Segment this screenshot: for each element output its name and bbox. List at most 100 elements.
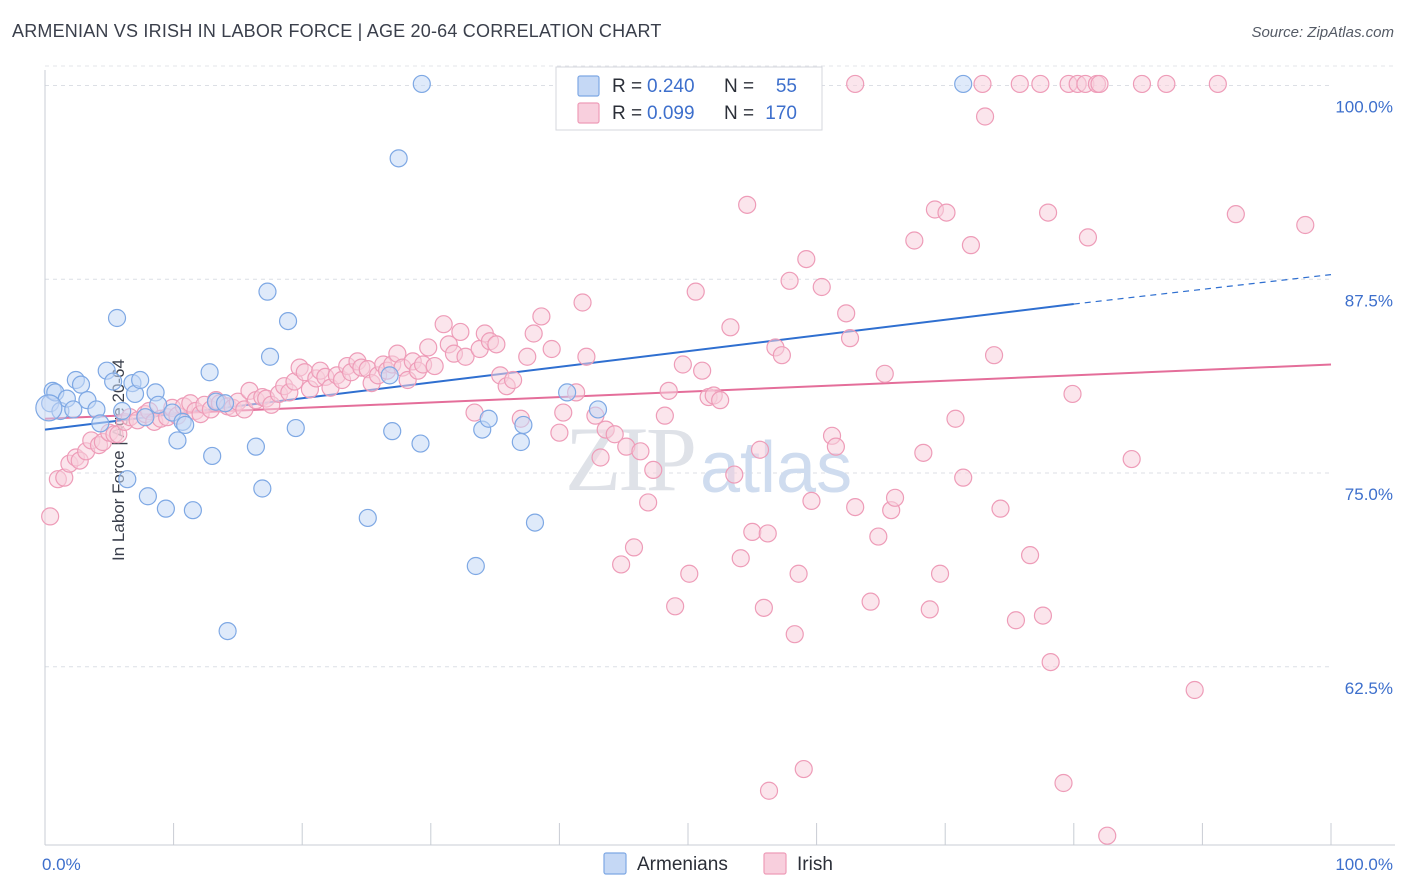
y-tick-labels: 62.5% 75.0% 87.5% 100.0% [1335, 98, 1393, 698]
y-tick-label: 62.5% [1345, 679, 1393, 698]
bottom-legend-label-irish: Irish [797, 854, 833, 875]
armenians-point [149, 395, 168, 414]
bottom-legend: Armenians Irish [603, 852, 833, 875]
irish-point [759, 781, 779, 800]
irish-point [780, 271, 799, 290]
irish-point [869, 527, 888, 546]
axes [44, 70, 1395, 846]
armenians-point [131, 370, 150, 390]
armenians-point [588, 400, 608, 419]
irish-point [1020, 546, 1040, 565]
irish-point [961, 236, 981, 255]
irish-point [1098, 826, 1117, 845]
irish-point [875, 364, 894, 383]
irish-point [624, 538, 644, 557]
irish-point [772, 346, 791, 365]
irish-point [973, 74, 992, 94]
armenians-point [138, 487, 157, 506]
irish-point [434, 315, 453, 334]
irish-point [837, 304, 856, 323]
data-points [35, 74, 1315, 845]
legend-box: R = 0.240 N = 55 R = 0.099 N = 170 [555, 66, 823, 131]
irish-point [1132, 74, 1152, 94]
armenians-point [136, 408, 155, 427]
irish-point [725, 465, 744, 484]
legend-swatch-irish [577, 102, 600, 124]
irish-point [655, 406, 674, 425]
irish-point [554, 403, 573, 422]
irish-point [532, 307, 551, 326]
armenians-point [218, 621, 237, 641]
irish-point [591, 448, 610, 467]
irish-point [984, 346, 1004, 365]
armenians-point [525, 513, 545, 532]
armenians-point [286, 418, 305, 438]
irish-point [518, 347, 537, 366]
legend-r-label: R = [612, 76, 642, 97]
irish-point [794, 759, 813, 779]
irish-point [605, 425, 624, 444]
irish-point [1122, 449, 1141, 469]
armenians-point [260, 347, 280, 366]
armenians-point [954, 74, 973, 94]
irish-point [731, 549, 750, 568]
legend-r-value: 0.240 [647, 76, 695, 97]
irish-point [789, 564, 808, 583]
armenians-point [71, 375, 91, 394]
armenians-point [246, 437, 266, 456]
irish-point [680, 564, 699, 583]
irish-point [1226, 205, 1245, 224]
gridlines [45, 65, 1395, 668]
armenians-point [411, 434, 430, 453]
irish-point [659, 381, 678, 400]
armenians-point [91, 414, 110, 433]
irish-point [686, 282, 705, 301]
irish-point [612, 555, 631, 574]
legend-frame [555, 66, 823, 131]
bottom-legend-label-armenians: Armenians [637, 854, 728, 875]
irish-point [425, 356, 444, 376]
irish-point [451, 322, 470, 342]
irish-point [639, 493, 658, 512]
irish-point [1090, 74, 1109, 94]
irish-point [550, 423, 569, 442]
source-credit: Source: ZipAtlas.com [1251, 24, 1394, 41]
irish-point [991, 499, 1010, 518]
irish-point [524, 324, 543, 343]
irish-point [542, 339, 561, 359]
y-tick-label: 75.0% [1345, 485, 1393, 504]
armenians-point [383, 422, 402, 441]
x-tick-labels: 0.0% 100.0% [42, 855, 1393, 874]
irish-point [1054, 773, 1073, 793]
irish-point [802, 491, 821, 510]
irish-point [861, 592, 880, 611]
y-tick-label: 87.5% [1345, 291, 1393, 310]
irish-point [711, 391, 730, 410]
irish-point [914, 443, 933, 462]
armenians-point [35, 394, 63, 422]
irish-point [975, 107, 995, 126]
irish-point [487, 335, 506, 354]
irish-point [721, 318, 740, 337]
irish-point [456, 347, 475, 366]
armenians-point [215, 394, 235, 413]
armenians-point [466, 556, 485, 576]
irish-point [885, 488, 905, 507]
irish-point [693, 361, 712, 380]
irish-point [673, 355, 692, 374]
armenians-point [278, 312, 298, 331]
watermark-zip: ZIP [565, 408, 694, 510]
x-tick-label: 100.0% [1335, 855, 1393, 874]
irish-point [1185, 680, 1204, 700]
irish-point [754, 598, 773, 617]
chart-title: ARMENIAN VS IRISH IN LABOR FORCE | AGE 2… [12, 21, 662, 41]
legend-n-label: N = [724, 103, 754, 124]
irish-point [1041, 652, 1060, 672]
irish-point [1031, 74, 1050, 94]
irish-point [1006, 611, 1026, 630]
armenians-point [107, 308, 127, 328]
armenians-point [253, 479, 272, 498]
legend-n-value: 55 [776, 76, 797, 97]
irish-point [1033, 606, 1053, 625]
